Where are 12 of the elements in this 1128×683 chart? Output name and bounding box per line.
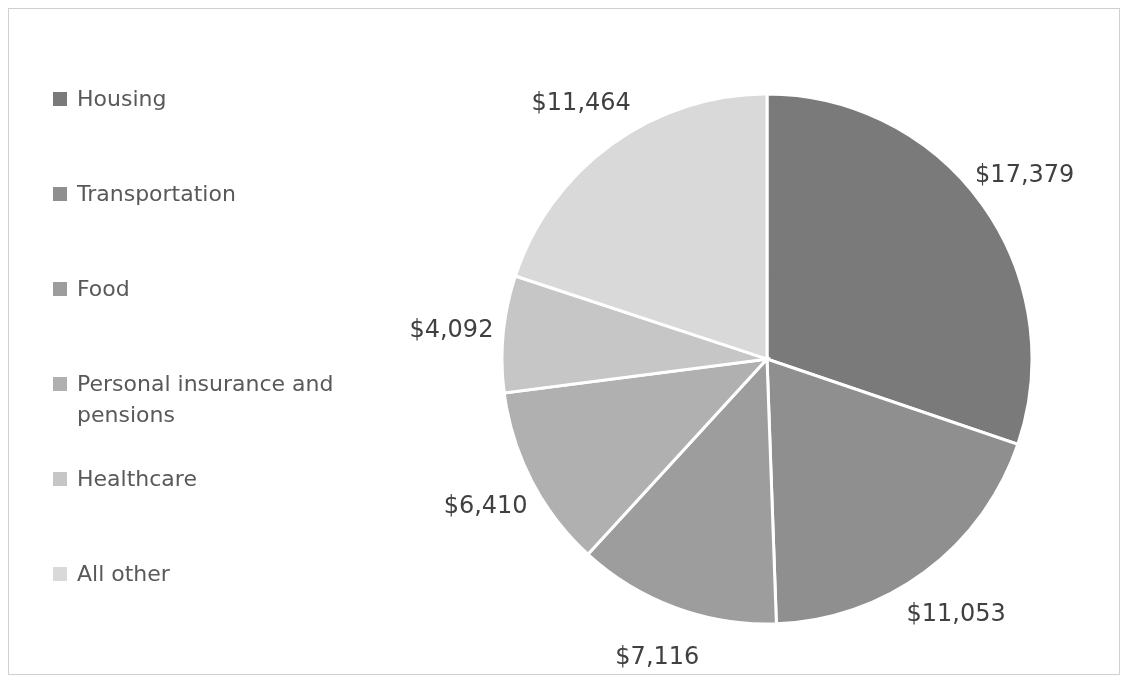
legend-label: All other <box>77 560 171 588</box>
legend-label: Personal insurance and pensions <box>77 370 335 429</box>
legend-label: Housing <box>77 85 168 113</box>
data-label: $11,464 <box>531 88 631 117</box>
data-label: $6,410 <box>443 491 528 520</box>
data-label: $4,092 <box>409 314 494 343</box>
data-label: $11,053 <box>906 599 1006 628</box>
legend-label: Food <box>77 275 131 303</box>
data-label: $17,379 <box>975 160 1075 189</box>
legend-label: Transportation <box>77 180 237 208</box>
legend-label: Healthcare <box>77 465 198 493</box>
data-label: $7,116 <box>615 642 700 671</box>
